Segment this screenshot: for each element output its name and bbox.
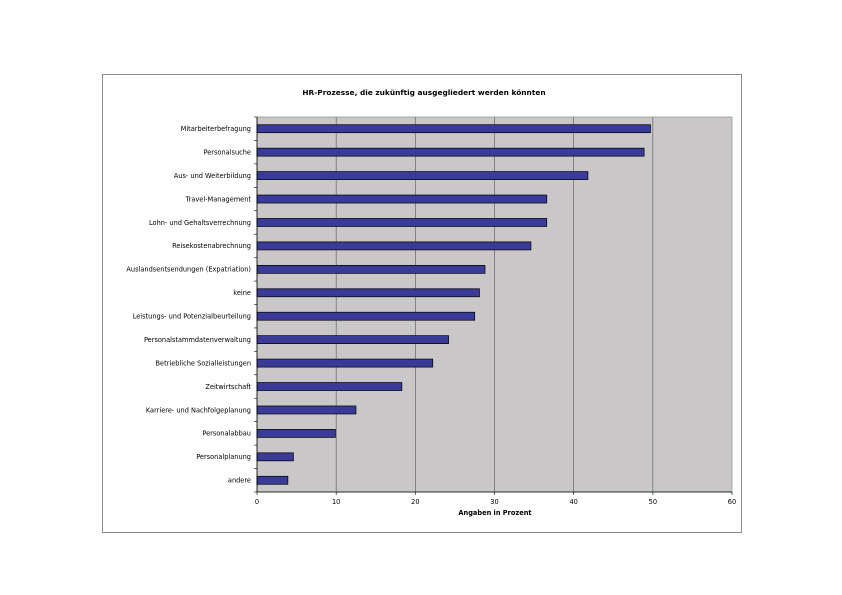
category-label: Reisekostenabrechnung xyxy=(172,242,251,250)
category-label: Travel-Management xyxy=(185,195,252,203)
chart-title: HR-Prozesse, die zukünftig ausgegliedert… xyxy=(302,88,545,97)
category-label: Personalsuche xyxy=(203,148,251,156)
x-tick-label: 50 xyxy=(649,498,657,506)
x-tick-label: 30 xyxy=(490,498,498,506)
bar xyxy=(256,171,589,180)
category-label: keine xyxy=(233,289,251,297)
bar xyxy=(256,288,480,298)
bar xyxy=(256,241,532,251)
x-tick-labels: 0 10 20 30 40 50 60 xyxy=(255,498,736,506)
bar xyxy=(256,335,449,345)
category-label: Karriere- und Nachfolgeplanung xyxy=(146,406,251,414)
bar xyxy=(256,147,645,157)
bar xyxy=(256,358,434,368)
bar xyxy=(256,405,357,415)
chart-frame: HR-Prozesse, die zukünftig ausgegliedert… xyxy=(102,74,742,533)
bars xyxy=(256,124,651,485)
bar xyxy=(256,475,289,485)
x-tick-label: 20 xyxy=(411,498,419,506)
bar xyxy=(256,194,548,204)
bar xyxy=(256,382,403,391)
category-label: Leistungs- und Potenzialbeurteilung xyxy=(133,313,251,321)
bar xyxy=(256,452,294,462)
x-axis-title: Angaben in Prozent xyxy=(458,509,531,517)
category-label: Personalabbau xyxy=(202,430,251,438)
x-tick-label: 60 xyxy=(728,498,736,506)
chart-svg: HR-Prozesse, die zukünftig ausgegliedert… xyxy=(126,88,736,517)
bar xyxy=(256,218,548,227)
category-labels: Mitarbeiterbefragung Personalsuche Aus- un… xyxy=(126,125,251,485)
category-label: andere xyxy=(228,477,251,485)
category-label: Betriebliche Sozialleistungen xyxy=(156,359,251,367)
bar xyxy=(256,264,486,274)
x-tick-label: 0 xyxy=(255,498,259,506)
category-label: Zeitwirtschaft xyxy=(205,383,251,391)
category-label: Auslandsentsendungen (Expatriation) xyxy=(126,266,251,274)
category-label: Mitarbeiterbefragung xyxy=(181,125,251,133)
x-tick-label: 40 xyxy=(569,498,577,506)
axes xyxy=(254,116,733,495)
bar xyxy=(256,311,476,321)
category-label: Personalplanung xyxy=(196,453,251,461)
bar xyxy=(256,429,336,438)
x-tick-label: 10 xyxy=(332,498,340,506)
bar xyxy=(256,124,651,134)
category-label: Personalstammdatenverwaltung xyxy=(144,336,251,344)
category-label: Aus- und Weiterbildung xyxy=(174,172,251,180)
category-label: Lohn- und Gehaltsverrechnung xyxy=(149,219,251,227)
